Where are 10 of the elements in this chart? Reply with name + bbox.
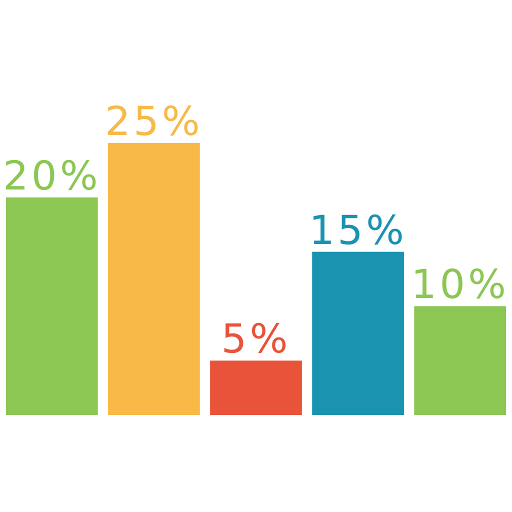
bar [6,197,98,415]
bar [312,252,404,415]
data-label: 10% [411,262,510,308]
bar [210,360,302,415]
bar [414,306,506,415]
bar [108,143,200,415]
data-label: 15% [309,208,407,254]
data-label: 20% [2,153,101,200]
data-label: 5% [221,316,291,363]
data-label: 25% [105,99,203,145]
